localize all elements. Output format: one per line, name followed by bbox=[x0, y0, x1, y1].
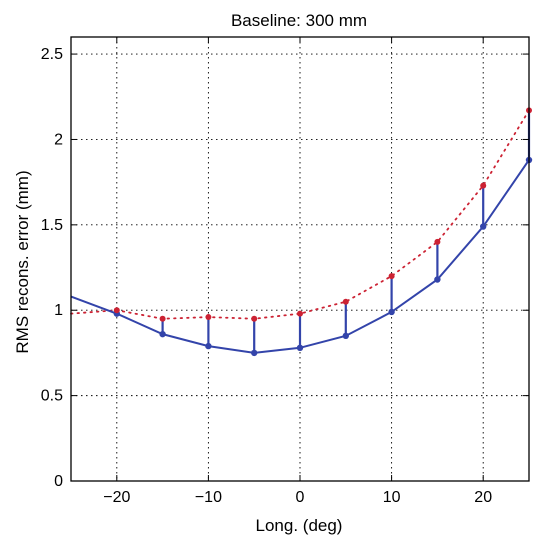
data-point bbox=[342, 298, 349, 305]
x-axis: −20 −10 0 10 20 bbox=[103, 37, 492, 506]
x-tick-label: 20 bbox=[474, 489, 492, 506]
chart-title: Baseline: 300 mm bbox=[231, 11, 367, 30]
data-point bbox=[159, 330, 166, 338]
x-tick-label: 10 bbox=[383, 489, 401, 506]
data-point bbox=[434, 276, 441, 283]
plot-frame bbox=[70, 36, 530, 482]
grid bbox=[71, 37, 529, 482]
y-tick-label: 0 bbox=[54, 473, 63, 490]
data-point bbox=[480, 182, 487, 189]
data-point bbox=[388, 308, 395, 316]
data-point bbox=[251, 349, 258, 357]
x-tick-label: −10 bbox=[195, 489, 222, 506]
series-line bbox=[70, 109, 530, 320]
data-point bbox=[388, 273, 395, 280]
data-point bbox=[251, 315, 258, 322]
y-tick-label: 1 bbox=[54, 302, 63, 319]
data-point bbox=[205, 314, 212, 321]
x-axis-label: Long. (deg) bbox=[256, 516, 343, 535]
data-point bbox=[205, 342, 212, 350]
data-point bbox=[480, 223, 487, 230]
data-point bbox=[113, 307, 120, 314]
data-point bbox=[297, 310, 303, 317]
y-axis: 0 0.5 1 1.5 2 2.5 bbox=[41, 46, 529, 490]
plot-area bbox=[70, 107, 533, 357]
x-tick-label: −20 bbox=[103, 489, 130, 506]
data-point bbox=[296, 344, 304, 351]
data-point bbox=[342, 332, 349, 340]
y-tick-label: 1.5 bbox=[41, 217, 63, 234]
data-point bbox=[434, 238, 441, 245]
y-tick-label: 0.5 bbox=[41, 388, 63, 405]
y-axis-label: RMS recons. error (mm) bbox=[13, 170, 32, 353]
x-tick-label: 0 bbox=[296, 489, 305, 506]
y-tick-label: 2.5 bbox=[41, 46, 63, 63]
y-tick-label: 2 bbox=[54, 131, 63, 148]
data-point bbox=[159, 315, 166, 322]
